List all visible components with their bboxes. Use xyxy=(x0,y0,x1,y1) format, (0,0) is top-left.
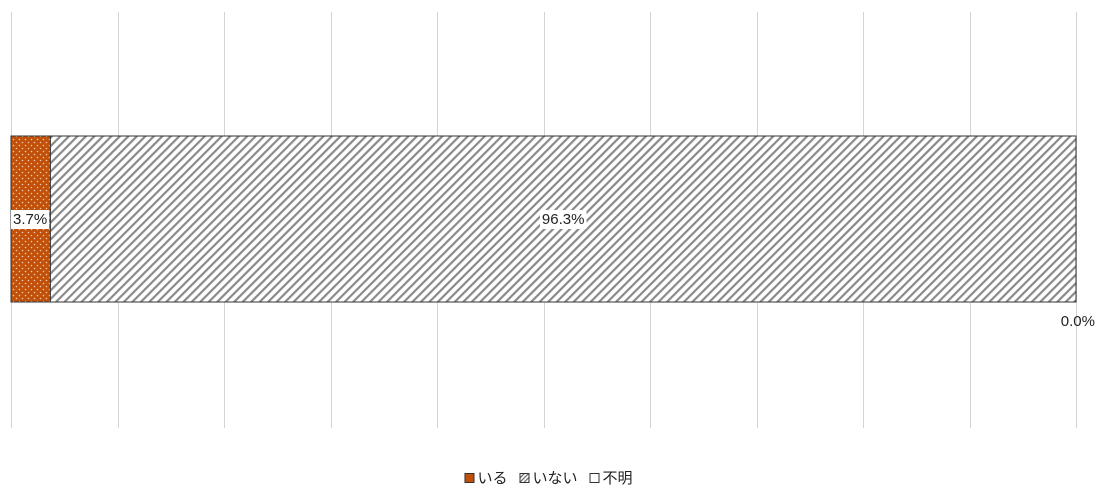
data-label-bg-1 xyxy=(539,210,587,229)
legend-swatch-0 xyxy=(464,473,475,483)
legend-item-0: いる xyxy=(464,469,507,487)
legend-label-2: 不明 xyxy=(603,469,633,487)
data-label-2: 0.0% xyxy=(1061,313,1095,330)
data-label-1: 96.3% xyxy=(542,211,585,228)
legend-item-2: 不明 xyxy=(589,469,633,487)
data-label-0: 3.7% xyxy=(13,211,47,228)
legend-label-0: いる xyxy=(477,469,507,487)
data-labels: 3.7% 96.3% 0.0% xyxy=(11,210,1095,330)
legend: いる いない 不明 xyxy=(464,469,633,487)
legend-swatch-2 xyxy=(589,473,600,483)
data-label-bg-0 xyxy=(11,210,50,229)
data-label-group-1: 96.3% xyxy=(539,210,587,229)
legend-swatch-1 xyxy=(519,473,530,483)
legend-label-1: いない xyxy=(532,469,577,487)
legend-item-1: いない xyxy=(519,469,578,487)
data-label-group-0: 3.7% xyxy=(11,210,50,229)
data-label-group-2: 0.0% xyxy=(1061,313,1095,330)
